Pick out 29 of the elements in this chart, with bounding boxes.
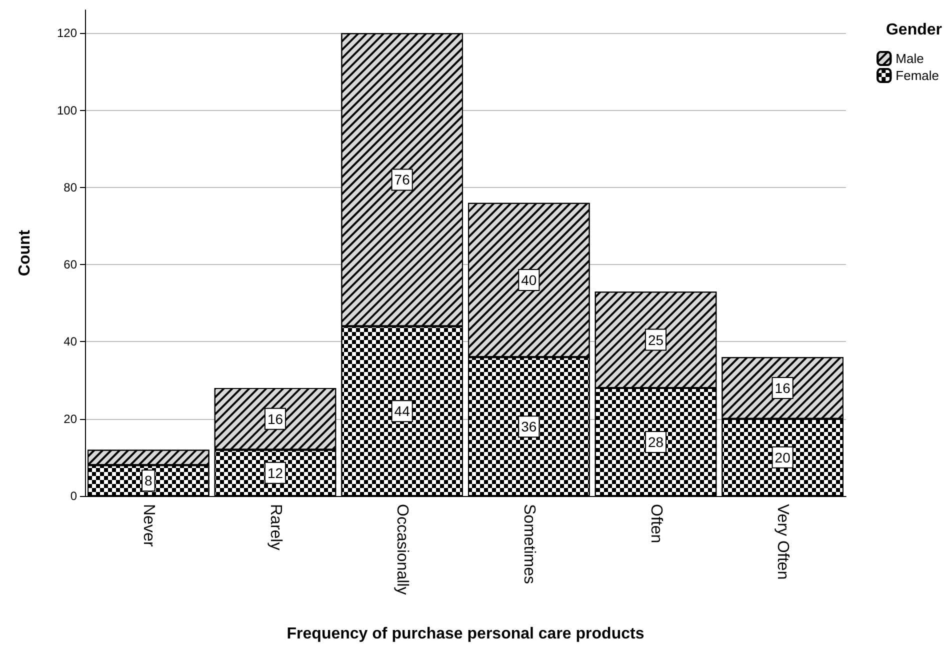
x-tick-label: Rarely [266, 504, 284, 550]
data-label: 8 [144, 472, 153, 489]
y-tick-label: 0 [70, 489, 78, 503]
x-axis-title: Frequency of purchase personal care products [286, 626, 644, 642]
y-tick-label: 100 [56, 103, 78, 118]
data-label: 12 [267, 464, 284, 481]
x-tick-label: Never [140, 504, 157, 548]
data-label: 16 [267, 410, 284, 427]
y-tick-label: 20 [64, 412, 78, 426]
x-tick-label: Very Often [774, 504, 792, 580]
data-label: 28 [648, 434, 664, 450]
y-tick-label: 80 [64, 180, 78, 194]
y-tick-label: 40 [64, 334, 78, 349]
y-axis-title: Count [16, 229, 34, 276]
legend-title: Gender [886, 22, 942, 38]
data-label: 36 [521, 418, 537, 435]
x-tick-label: Occasionally [394, 504, 411, 595]
data-label: 25 [648, 332, 664, 348]
y-tick-label: 120 [56, 26, 78, 40]
legend-label: Female [896, 68, 940, 83]
x-tick-label: Sometimes [520, 504, 538, 584]
data-label: 20 [774, 449, 791, 466]
data-label: 76 [394, 172, 410, 188]
data-label: 40 [521, 272, 537, 288]
data-label: 44 [394, 403, 410, 420]
y-tick-label: 60 [64, 258, 78, 272]
data-label: 16 [774, 380, 791, 396]
legend-label: Male [896, 51, 924, 66]
x-tick-label: Often [647, 504, 664, 544]
